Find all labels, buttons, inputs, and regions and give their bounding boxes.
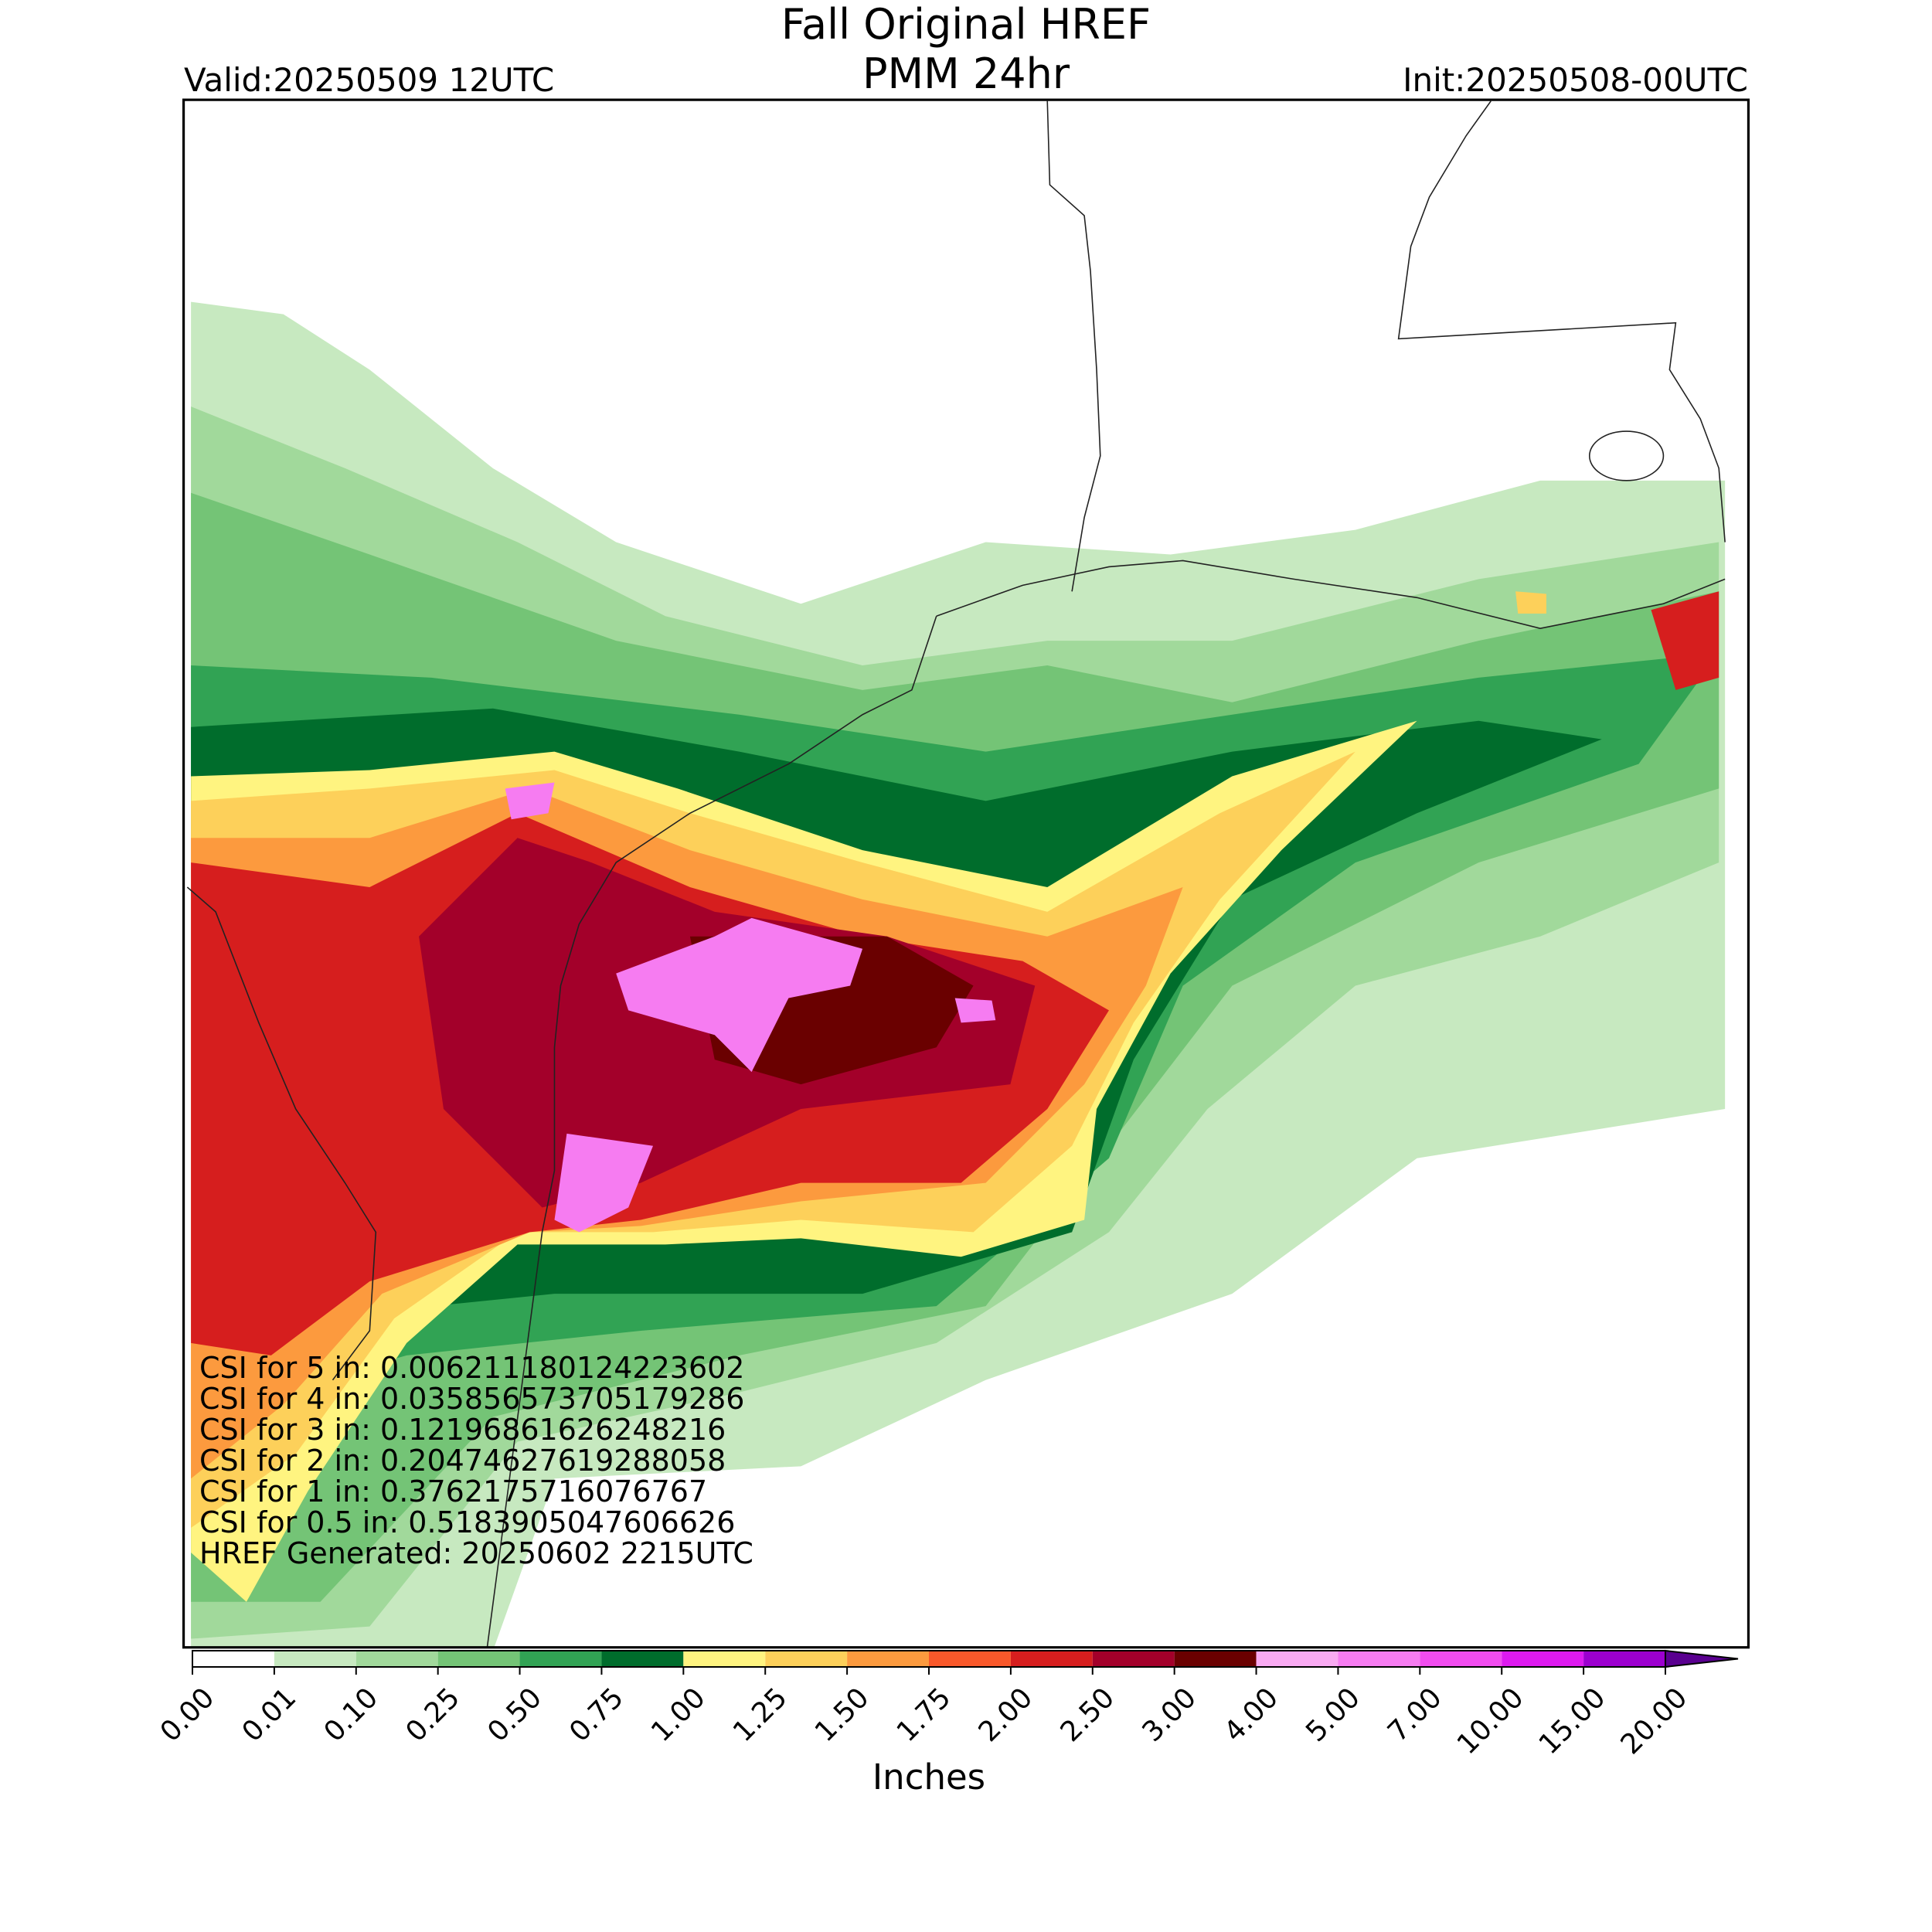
colorbar-segment bbox=[192, 1651, 274, 1667]
colorbar-extend bbox=[1665, 1649, 1739, 1668]
colorbar-segment bbox=[601, 1651, 684, 1667]
colorbar-tick-label: 0.00 bbox=[155, 1682, 221, 1748]
precip-area bbox=[616, 917, 863, 1073]
csi-text: CSI for 2 in: 0.20474627619288058 bbox=[199, 1444, 726, 1478]
precip-area bbox=[554, 1133, 654, 1233]
colorbar-tick-label: 1.00 bbox=[645, 1682, 712, 1748]
colorbar-tick-label: 2.00 bbox=[973, 1682, 1039, 1748]
title: Fall Original HREF bbox=[781, 0, 1151, 49]
colorbar-segment bbox=[519, 1651, 602, 1667]
csi-text: CSI for 1 in: 0.3762175716076767 bbox=[199, 1475, 707, 1509]
csi-text: HREF Generated: 20250602 2215UTC bbox=[199, 1536, 753, 1570]
subtitle: PMM 24hr bbox=[862, 49, 1070, 98]
border bbox=[186, 886, 377, 1381]
lake bbox=[1588, 430, 1665, 481]
colorbar-tick-label: 1.25 bbox=[727, 1682, 794, 1748]
map bbox=[182, 98, 1750, 1649]
colorbar-tick-label: 0.10 bbox=[318, 1682, 385, 1748]
colorbar-segment bbox=[1338, 1651, 1420, 1667]
map-frame bbox=[182, 98, 1750, 1649]
csi-text: CSI for 5 in: 0.006211180124223602 bbox=[199, 1351, 745, 1385]
colorbar-tick-label: 15.00 bbox=[1533, 1682, 1612, 1760]
boundaries bbox=[186, 100, 1726, 1648]
colorbar-segment bbox=[1420, 1651, 1502, 1667]
colorbar-segment bbox=[1583, 1651, 1665, 1667]
csi-text: CSI for 4 in: 0.035856573705179286 bbox=[199, 1382, 745, 1416]
colorbar-segment bbox=[683, 1651, 766, 1667]
colorbar-segment bbox=[355, 1651, 438, 1667]
coastline bbox=[486, 615, 937, 1648]
init-time: Init:20250508-00UTC bbox=[1403, 61, 1748, 99]
colorbar-tick-label: 20.00 bbox=[1615, 1682, 1694, 1760]
colorbar-tick-label: 0.25 bbox=[400, 1682, 466, 1748]
colorbar-tick-label: 1.75 bbox=[891, 1682, 957, 1748]
colorbar-segment bbox=[847, 1651, 929, 1667]
colorbar-segment bbox=[1010, 1651, 1093, 1667]
precip-area bbox=[505, 782, 555, 820]
colorbar-tick-label: 0.50 bbox=[481, 1682, 548, 1748]
border bbox=[1046, 100, 1101, 592]
colorbar-segment bbox=[929, 1651, 1011, 1667]
csi-text: CSI for 0.5 in: 0.5183905047606626 bbox=[199, 1505, 735, 1539]
precip-area bbox=[1515, 591, 1546, 614]
colorbar-tick-label: 10.00 bbox=[1451, 1682, 1530, 1760]
colorbar-segment bbox=[274, 1651, 356, 1667]
csi-text: CSI for 3 in: 0.12196861626248216 bbox=[199, 1413, 726, 1447]
colorbar-segment bbox=[765, 1651, 848, 1667]
precip-area bbox=[954, 998, 996, 1023]
colorbar-tick-label: 4.00 bbox=[1218, 1682, 1284, 1748]
colorbar-segment bbox=[437, 1651, 520, 1667]
colorbar-segment bbox=[1174, 1651, 1257, 1667]
colorbar-tick-label: 0.01 bbox=[236, 1682, 303, 1748]
colorbar-tick-label: 0.75 bbox=[563, 1682, 630, 1748]
colorbar-label: Inches bbox=[872, 1757, 985, 1798]
colorbar-tick-label: 7.00 bbox=[1382, 1682, 1448, 1748]
precip-area bbox=[1651, 591, 1719, 690]
coastline bbox=[936, 560, 1726, 629]
colorbar-segment bbox=[1092, 1651, 1175, 1667]
colorbar-tick-label: 3.00 bbox=[1136, 1682, 1202, 1748]
colorbar: 0.00 0.01 0.10 0.25 0.50 0.75 1.00 1.25 1.50 1.75… bbox=[155, 1649, 1739, 1760]
colorbar-tick-label: 1.50 bbox=[809, 1682, 876, 1748]
valid-time: Valid:20250509 12UTC bbox=[184, 61, 554, 99]
colorbar-segment bbox=[1502, 1651, 1584, 1667]
colorbar-segment bbox=[1256, 1651, 1338, 1667]
colorbar-tick-label: 2.50 bbox=[1055, 1682, 1121, 1748]
border bbox=[1397, 100, 1726, 543]
colorbar-tick-label: 5.00 bbox=[1300, 1682, 1366, 1748]
precip-field bbox=[191, 301, 1726, 1648]
